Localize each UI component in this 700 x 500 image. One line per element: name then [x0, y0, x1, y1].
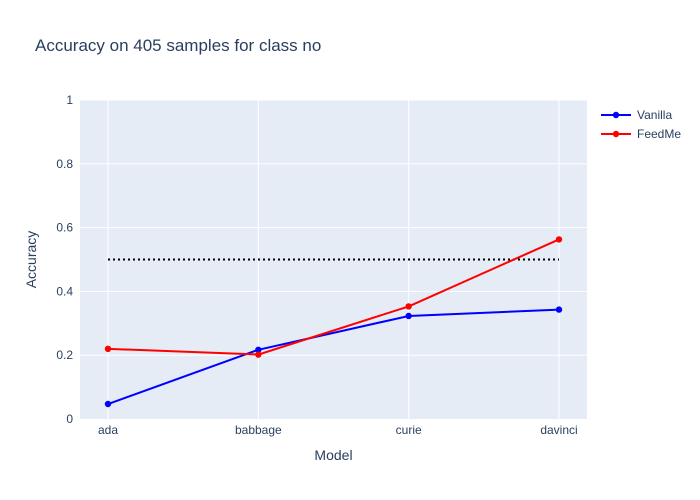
- x-tick-label: babbage: [235, 423, 282, 437]
- data-point-vanilla[interactable]: [255, 346, 262, 353]
- data-point-vanilla[interactable]: [405, 312, 412, 320]
- y-tick-label: 0.8: [56, 157, 73, 171]
- x-axis-title: Model: [314, 447, 352, 463]
- y-tick-label: 0.6: [56, 221, 73, 235]
- legend-item-vanilla[interactable]: Vanilla: [601, 108, 672, 122]
- data-point-feedme[interactable]: [405, 303, 412, 310]
- legend-label: Vanilla: [637, 108, 672, 122]
- data-point-vanilla[interactable]: [555, 306, 563, 313]
- legend-swatch-marker: [612, 130, 620, 138]
- data-point-feedme[interactable]: [555, 236, 563, 243]
- data-point-feedme[interactable]: [104, 345, 112, 353]
- x-tick-label: ada: [98, 423, 118, 437]
- series-vanilla: [104, 306, 563, 408]
- x-tick-label: curie: [396, 423, 422, 437]
- y-tick-label: 0.4: [56, 284, 73, 298]
- y-axis-ticks: 0 0.2 0.4 0.6 0.8 1: [56, 93, 73, 426]
- series-line-feedme: [107, 238, 560, 356]
- legend-label: FeedMe: [637, 127, 681, 141]
- x-axis-ticks: ada babbage curie davinci: [98, 423, 578, 437]
- data-point-feedme[interactable]: [255, 351, 262, 358]
- y-axis-title: Accuracy: [23, 231, 39, 289]
- series-group: [104, 236, 563, 408]
- chart-title: Accuracy on 405 samples for class no: [35, 36, 321, 55]
- series-line-vanilla: [107, 308, 560, 405]
- legend-swatch-marker: [612, 111, 620, 119]
- x-tick-label: davinci: [540, 423, 577, 437]
- data-point-vanilla[interactable]: [104, 400, 112, 408]
- legend[interactable]: Vanilla FeedMe: [601, 108, 681, 141]
- gridlines: [80, 99, 587, 419]
- y-tick-label: 0: [66, 412, 73, 426]
- y-tick-label: 0.2: [56, 348, 73, 362]
- y-tick-label: 1: [66, 93, 73, 107]
- series-feedme: [104, 236, 563, 358]
- legend-item-feedme[interactable]: FeedMe: [601, 127, 681, 141]
